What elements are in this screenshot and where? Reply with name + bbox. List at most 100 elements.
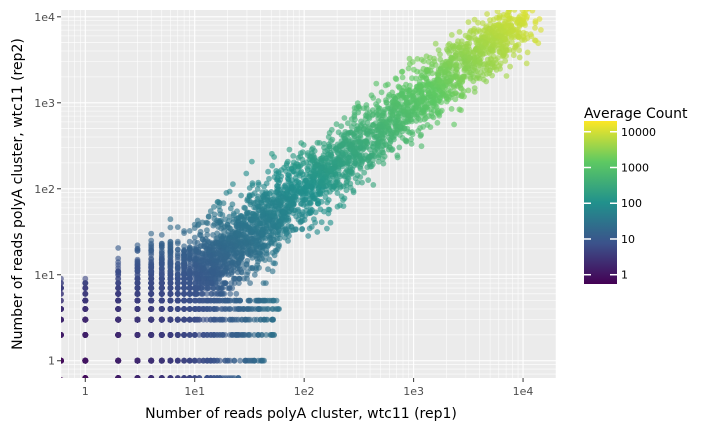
data-point xyxy=(295,154,302,161)
data-point xyxy=(197,243,204,250)
data-point xyxy=(115,245,122,251)
data-point xyxy=(61,280,64,286)
data-point xyxy=(115,275,122,282)
data-point xyxy=(219,332,226,338)
data-point xyxy=(392,75,399,82)
data-point xyxy=(337,184,344,191)
data-point xyxy=(224,375,231,378)
data-point xyxy=(408,136,414,143)
data-point xyxy=(244,316,250,323)
data-point xyxy=(204,220,211,227)
data-point xyxy=(500,27,507,34)
data-point xyxy=(227,316,233,323)
data-point xyxy=(312,195,318,202)
data-point xyxy=(191,239,198,246)
data-point xyxy=(226,213,233,220)
data-point xyxy=(204,227,210,234)
data-point xyxy=(174,246,181,253)
data-point xyxy=(192,261,199,268)
data-point xyxy=(181,375,187,378)
data-point xyxy=(181,332,188,338)
data-point xyxy=(378,89,385,96)
data-point xyxy=(233,332,240,338)
data-point xyxy=(298,140,305,146)
data-point xyxy=(260,209,266,215)
data-point xyxy=(263,332,270,338)
data-point xyxy=(266,175,272,182)
data-point xyxy=(256,297,263,304)
data-point xyxy=(186,228,193,234)
data-point xyxy=(473,75,480,82)
data-point xyxy=(82,297,89,304)
data-point xyxy=(531,37,538,44)
data-point xyxy=(450,83,457,89)
data-point xyxy=(134,265,141,272)
data-point xyxy=(269,316,276,323)
data-point xyxy=(186,275,193,282)
data-point xyxy=(255,181,262,188)
data-point xyxy=(82,280,89,286)
data-point xyxy=(247,280,254,286)
data-point xyxy=(242,205,249,212)
data-point xyxy=(410,95,417,102)
data-point xyxy=(399,74,406,81)
data-point xyxy=(532,25,538,31)
data-point xyxy=(451,74,458,80)
data-point xyxy=(174,280,181,286)
data-point xyxy=(381,153,388,160)
data-point xyxy=(377,151,383,158)
data-point xyxy=(134,375,141,378)
data-point xyxy=(115,255,122,262)
data-point xyxy=(212,316,219,323)
data-point xyxy=(211,204,217,210)
data-point xyxy=(148,375,155,378)
data-point xyxy=(61,376,64,378)
data-point xyxy=(324,225,330,232)
data-point xyxy=(456,29,463,35)
data-point xyxy=(314,229,321,235)
data-point xyxy=(510,52,517,59)
data-point xyxy=(167,238,174,245)
data-point xyxy=(207,208,214,215)
data-point xyxy=(414,68,420,75)
data-point xyxy=(186,297,193,304)
data-point xyxy=(503,73,510,79)
data-point xyxy=(211,297,218,304)
data-point xyxy=(350,187,357,194)
data-point xyxy=(217,357,223,364)
data-point xyxy=(524,49,531,56)
data-point xyxy=(246,192,253,199)
data-point xyxy=(409,75,415,82)
data-point xyxy=(246,197,252,204)
data-point xyxy=(186,238,193,245)
data-point xyxy=(471,85,478,91)
data-point xyxy=(523,30,529,37)
data-point xyxy=(480,76,487,83)
data-point xyxy=(228,271,235,277)
data-point xyxy=(538,27,544,33)
data-point xyxy=(231,357,238,364)
data-point xyxy=(229,375,236,378)
data-point xyxy=(231,297,238,304)
data-point xyxy=(61,285,64,291)
data-point xyxy=(186,375,193,378)
data-point xyxy=(158,357,165,364)
data-point xyxy=(148,280,155,286)
data-point xyxy=(452,90,458,97)
data-point xyxy=(224,297,231,304)
data-point xyxy=(232,261,239,268)
data-point xyxy=(370,182,377,188)
data-point xyxy=(174,357,181,364)
data-point xyxy=(311,216,317,223)
data-point xyxy=(311,172,318,179)
data-point xyxy=(263,280,269,286)
data-point xyxy=(269,162,276,169)
data-point xyxy=(465,87,472,94)
data-point xyxy=(158,231,165,238)
data-point xyxy=(325,210,332,217)
data-point xyxy=(235,297,242,304)
data-point xyxy=(493,56,499,63)
data-point xyxy=(262,306,268,312)
data-point xyxy=(429,113,435,119)
data-point xyxy=(225,306,231,312)
